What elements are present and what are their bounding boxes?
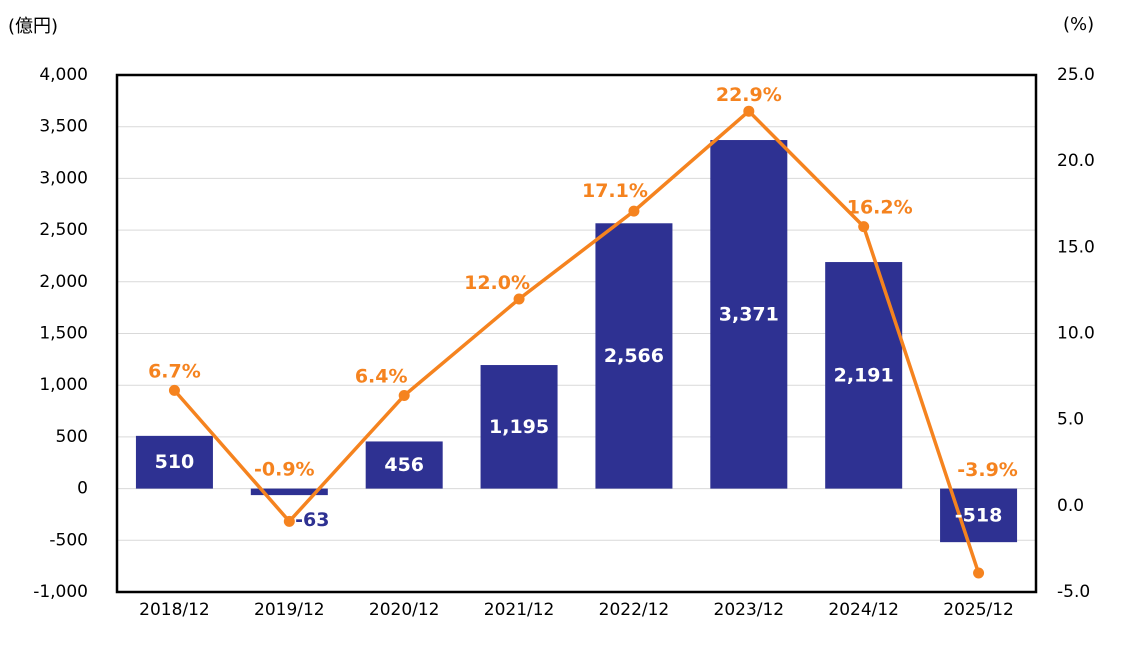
bar-value-label: 510 <box>155 451 195 473</box>
right-axis-tick: 10.0 <box>1057 324 1095 344</box>
percent-label: -0.9% <box>254 458 315 480</box>
bar <box>710 140 788 489</box>
x-axis-label: 2025/12 <box>943 600 1014 620</box>
left-axis-tick: -500 <box>49 530 88 550</box>
line-marker <box>513 293 525 305</box>
percent-label: -3.9% <box>957 459 1018 481</box>
bar-value-label: -518 <box>955 504 1003 526</box>
bar-value-label: 2,191 <box>834 364 894 386</box>
x-axis-label: 2019/12 <box>254 600 325 620</box>
right-axis-title: (%) <box>1063 14 1095 35</box>
right-axis-tick: 0.0 <box>1057 496 1084 516</box>
line-marker <box>283 515 295 527</box>
percent-label: 16.2% <box>847 197 913 219</box>
right-axis-tick: 5.0 <box>1057 410 1084 430</box>
left-axis-tick: 1,000 <box>39 375 88 395</box>
percent-label: 12.0% <box>464 272 530 294</box>
left-axis-tick: 3,000 <box>39 168 88 188</box>
percent-label: 6.7% <box>148 360 201 382</box>
percent-label: 22.9% <box>716 84 782 106</box>
left-axis-tick: 2,000 <box>39 272 88 292</box>
line-marker <box>858 221 870 233</box>
percent-label: 17.1% <box>582 180 648 202</box>
left-axis-tick: 1,500 <box>39 324 88 344</box>
line-marker <box>168 384 180 396</box>
bar <box>595 223 673 489</box>
left-axis-tick: 500 <box>56 427 88 447</box>
right-axis-tick: -5.0 <box>1057 582 1090 602</box>
line-marker <box>743 105 755 117</box>
percent-label: 6.4% <box>355 366 408 388</box>
left-axis-title: (億円) <box>8 16 59 37</box>
left-axis-tick: 3,500 <box>39 117 88 137</box>
bar <box>480 365 558 489</box>
bar-value-label: 456 <box>384 454 424 476</box>
right-axis-tick: 15.0 <box>1057 237 1095 257</box>
x-axis-label: 2021/12 <box>484 600 555 620</box>
x-axis-label: 2020/12 <box>369 600 440 620</box>
bar <box>365 441 443 489</box>
left-axis-tick: -1,000 <box>33 582 88 602</box>
bar <box>250 488 328 496</box>
bar-value-label: -63 <box>295 509 329 531</box>
x-axis-label: 2022/12 <box>599 600 670 620</box>
x-axis-label: 2023/12 <box>714 600 785 620</box>
x-axis-label: 2024/12 <box>828 600 899 620</box>
plot-border <box>115 73 1038 594</box>
line-marker <box>398 390 410 402</box>
bar-value-label: 1,195 <box>489 416 549 438</box>
bar-value-label: 3,371 <box>719 303 779 325</box>
line-marker <box>628 205 640 217</box>
left-axis-tick: 4,000 <box>39 65 88 85</box>
left-axis-tick: 0 <box>77 479 88 499</box>
line-marker <box>973 567 985 579</box>
right-axis-tick: 25.0 <box>1057 65 1095 85</box>
trend-line <box>172 109 981 575</box>
x-axis-label: 2018/12 <box>139 600 210 620</box>
left-axis-tick: 2,500 <box>39 220 88 240</box>
right-axis-tick: 20.0 <box>1057 151 1095 171</box>
bar <box>135 435 213 489</box>
bar-value-label: 2,566 <box>604 345 664 367</box>
